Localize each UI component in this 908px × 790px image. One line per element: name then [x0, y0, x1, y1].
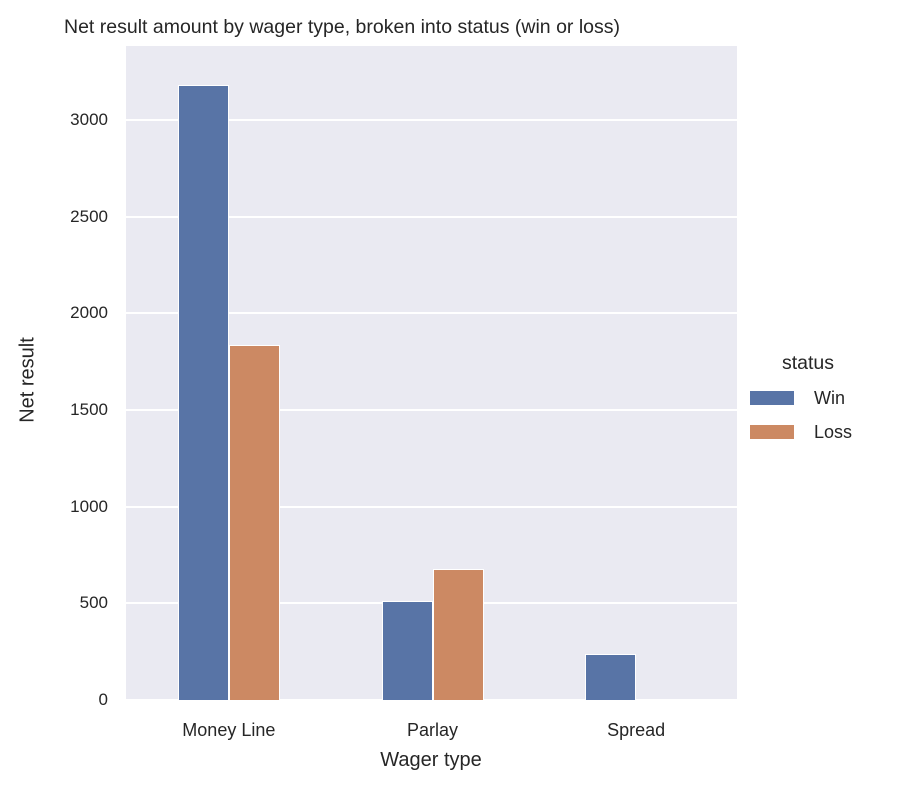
- y-tick-label: 1000: [70, 496, 108, 516]
- y-tick-label: 0: [98, 690, 108, 709]
- gridline: [126, 699, 737, 701]
- x-tick-label: Parlay: [406, 720, 459, 740]
- legend-title: status: [782, 352, 835, 374]
- bar-spread-win: [585, 653, 637, 700]
- legend: status Win Loss: [748, 352, 852, 449]
- gridline: [126, 312, 737, 315]
- legend-item-win: Win: [748, 381, 852, 415]
- y-tick-label: 500: [79, 593, 108, 613]
- y-tick-label: 3000: [70, 109, 108, 129]
- plot-area: [126, 46, 737, 701]
- legend-swatch-loss: [750, 425, 794, 439]
- bar-money-line-win: [177, 85, 229, 700]
- bar-parlay-loss: [432, 569, 484, 700]
- y-tick-label: 1500: [70, 399, 108, 419]
- bar-money-line-loss: [228, 345, 280, 700]
- bar-parlay-win: [381, 600, 433, 700]
- gridline: [126, 118, 737, 121]
- legend-item-loss: Loss: [748, 415, 852, 449]
- x-tick-label: Spread: [607, 720, 666, 740]
- legend-swatch-win: [750, 391, 794, 405]
- y-tick-label: 2000: [70, 303, 108, 323]
- y-axis-label: Net result: [16, 337, 39, 423]
- x-axis-label: Wager type: [380, 749, 482, 771]
- gridline: [126, 215, 737, 218]
- y-tick-label: 2500: [70, 206, 108, 226]
- x-tick-label: Money Line: [182, 720, 276, 740]
- gridline: [126, 505, 737, 508]
- chart-title: Net result amount by wager type, broken …: [64, 16, 620, 38]
- gridline: [126, 408, 737, 411]
- legend-label-win: Win: [814, 387, 845, 408]
- legend-label-loss: Loss: [814, 421, 853, 442]
